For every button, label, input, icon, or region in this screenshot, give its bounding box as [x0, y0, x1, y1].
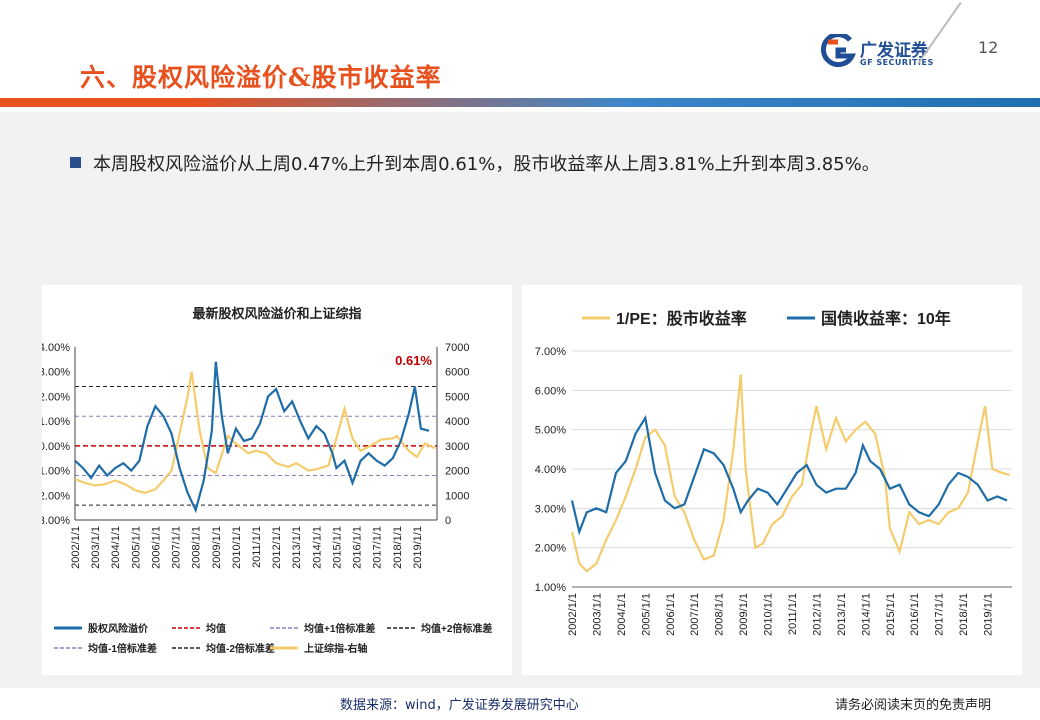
slide-footer: 数据来源：wind，广发证券发展研究中心 请务必阅读末页的免责声明 — [0, 688, 1040, 720]
x-tick-label: 2017/1/1 — [372, 526, 384, 569]
x-tick-label: 2005/1/1 — [130, 526, 142, 569]
x-tick-label: 2009/1/1 — [738, 593, 750, 636]
page-title: 六、股权风险溢价&股市收益率 — [80, 63, 442, 92]
slide-header: 六、股权风险溢价&股市收益率 广发证券 GF SECURITIES 12 — [0, 0, 1040, 112]
bullet-square-icon — [70, 157, 81, 168]
y-left-tick-label: 1.00% — [42, 416, 70, 428]
y-right-tick-label: 4000 — [445, 416, 469, 428]
x-tick-label: 2003/1/1 — [591, 593, 603, 636]
x-tick-label: 2010/1/1 — [763, 593, 775, 636]
y-tick-label: 3.00% — [535, 503, 566, 515]
y-left-tick-label: -3.00% — [42, 515, 70, 527]
chart-left-panel: 最新股权风险溢价和上证综指 -3.00% -2.00% -1.00% 0.00% 1.00… — [35, 285, 512, 675]
logo-subtitle: GF SECURITIES — [860, 58, 934, 67]
x-tick-label: 2019/1/1 — [983, 593, 995, 636]
x-tick-label: 2015/1/1 — [331, 526, 343, 569]
legend-label: 均值-1倍标准差 — [88, 642, 157, 655]
legend-label: 均值-2倍标准差 — [206, 642, 275, 655]
legend-label: 股权风险溢价 — [88, 622, 149, 635]
x-tick-label: 2010/1/1 — [231, 526, 243, 569]
x-tick-label: 2003/1/1 — [90, 526, 102, 569]
legend-label: 1/PE：股市收益率 — [616, 309, 747, 328]
chart-right-panel: 1.00% 2.00% 3.00% 4.00% 5.00% 6.00% 7.00% 2002/… — [522, 285, 1022, 675]
company-logo: 广发证券 GF SECURITIES — [820, 34, 960, 74]
x-tick-label: 2016/1/1 — [352, 526, 364, 569]
x-tick-label: 2009/1/1 — [211, 526, 223, 569]
series-line-erp — [74, 361, 430, 514]
x-tick-label: 2015/1/1 — [885, 593, 897, 636]
x-tick-label: 2004/1/1 — [616, 593, 628, 636]
x-tick-label: 2005/1/1 — [640, 593, 652, 636]
y-right-tick-label: 1000 — [445, 490, 469, 502]
x-tick-label: 2008/1/1 — [714, 593, 726, 636]
series-line-index — [74, 371, 436, 494]
y-left-tick-label: 2.00% — [42, 391, 70, 403]
summary-text: 本周股权风险溢价从上周0.47%上升到本周0.61%，股市收益率从上周3.81%… — [93, 154, 880, 175]
x-tick-label: 2007/1/1 — [689, 593, 701, 636]
x-tick-label: 2014/1/1 — [860, 593, 872, 636]
x-tick-label: 2014/1/1 — [311, 526, 323, 569]
x-tick-label: 2013/1/1 — [836, 593, 848, 636]
y-tick-label: 5.00% — [535, 425, 566, 437]
y-right-tick-label: 2000 — [445, 466, 469, 478]
legend-label: 均值+1倍标准差 — [304, 622, 375, 635]
y-right-tick-label: 6000 — [445, 367, 469, 379]
legend-label: 均值 — [206, 622, 226, 635]
series-line-earnings-yield — [570, 374, 1010, 573]
x-tick-label: 2004/1/1 — [110, 526, 122, 569]
x-tick-label: 2016/1/1 — [909, 593, 921, 636]
y-tick-label: 7.00% — [535, 346, 566, 358]
x-tick-label: 2008/1/1 — [191, 526, 203, 569]
summary-bullet: 本周股权风险溢价从上周0.47%上升到本周0.61%，股市收益率从上周3.81%… — [70, 150, 880, 176]
x-tick-label: 2002/1/1 — [567, 593, 579, 636]
x-tick-label: 2017/1/1 — [934, 593, 946, 636]
gf-logo-icon — [821, 34, 856, 68]
chart-title: 最新股权风险溢价和上证综指 — [192, 306, 361, 321]
series-line-treasury-yield — [570, 414, 1008, 536]
y-right-tick-label: 5000 — [445, 391, 469, 403]
chart-yield-comparison: 1.00% 2.00% 3.00% 4.00% 5.00% 6.00% 7.00% 2002/… — [535, 309, 1012, 636]
logo-name: 广发证券 — [860, 41, 928, 61]
y-left-tick-label: -1.00% — [42, 466, 70, 478]
x-tick-label: 2012/1/1 — [271, 526, 283, 569]
y-right-tick-label: 7000 — [445, 342, 469, 354]
x-tick-label: 2002/1/1 — [70, 526, 82, 569]
x-tick-label: 2019/1/1 — [412, 526, 424, 569]
y-left-tick-label: 3.00% — [42, 367, 70, 379]
x-tick-label: 2018/1/1 — [958, 593, 970, 636]
x-tick-label: 2012/1/1 — [811, 593, 823, 636]
x-tick-label: 2011/1/1 — [251, 526, 263, 568]
y-right-tick-label: 0 — [445, 515, 451, 527]
chart-erp-index: 最新股权风险溢价和上证综指 -3.00% -2.00% -1.00% 0.00% 1.00… — [35, 306, 492, 655]
y-left-tick-label: 4.00% — [42, 342, 70, 354]
y-tick-label: 1.00% — [535, 582, 566, 594]
header-color-bar — [0, 98, 1040, 107]
x-tick-label: 2006/1/1 — [665, 593, 677, 636]
y-left-tick-label: -2.00% — [42, 490, 70, 502]
legend-label: 均值+2倍标准差 — [421, 622, 492, 635]
y-tick-label: 6.00% — [535, 385, 566, 397]
y-tick-label: 2.00% — [535, 543, 566, 555]
x-tick-label: 2007/1/1 — [171, 526, 183, 569]
x-tick-label: 2011/1/1 — [787, 593, 799, 635]
y-left-tick-label: 0.00% — [42, 441, 70, 453]
y-right-tick-label: 3000 — [445, 441, 469, 453]
data-source: 数据来源：wind，广发证券发展研究中心 — [340, 698, 579, 713]
legend-label: 上证综指-右轴 — [304, 642, 367, 655]
x-tick-label: 2006/1/1 — [150, 526, 162, 569]
page-number: 12 — [978, 38, 999, 57]
x-tick-label: 2013/1/1 — [291, 526, 303, 569]
x-tick-label: 2018/1/1 — [392, 526, 404, 569]
disclaimer-note: 请务必阅读末页的免责声明 — [835, 698, 992, 713]
annotation-latest-erp: 0.61% — [395, 353, 432, 368]
y-tick-label: 4.00% — [535, 464, 566, 476]
legend-label: 国债收益率：10年 — [821, 309, 951, 328]
